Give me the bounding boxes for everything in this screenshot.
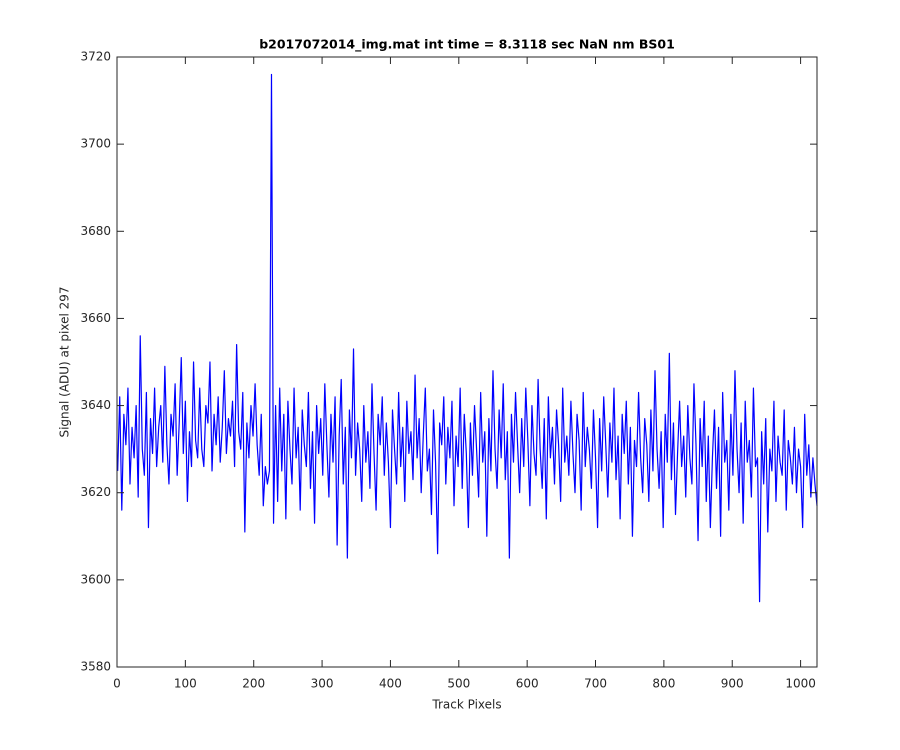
y-tick-label: 3640 [80,398,111,412]
x-tick-label: 600 [516,677,539,691]
y-tick-label: 3700 [80,137,111,151]
y-tick-label: 3720 [80,50,111,64]
y-tick-label: 3620 [80,485,111,499]
chart-title: b2017072014_img.mat int time = 8.3118 se… [259,37,675,53]
x-tick-label: 900 [721,677,744,691]
plot-area [117,57,817,667]
axes-box [116,56,818,668]
data-line [117,73,818,603]
x-tick-label: 800 [652,677,675,691]
x-axis-label: Track Pixels [431,698,501,712]
y-tick-label: 3680 [80,224,111,238]
plot [117,73,818,603]
x-tick-label: 500 [447,677,470,691]
y-tick-label: 3580 [80,660,111,674]
y-axis-label: Signal (ADU) at pixel 297 [58,286,72,437]
y-tick-label: 3660 [80,311,111,325]
y-tick-label: 3600 [80,572,111,586]
x-tick-label: 100 [174,677,197,691]
x-tick-label: 300 [311,677,334,691]
x-tick-label: 400 [379,677,402,691]
x-tick-label: 1000 [785,677,816,691]
x-tick-label: 200 [242,677,265,691]
x-tick-label: 700 [584,677,607,691]
x-tick-label: 0 [113,677,121,691]
